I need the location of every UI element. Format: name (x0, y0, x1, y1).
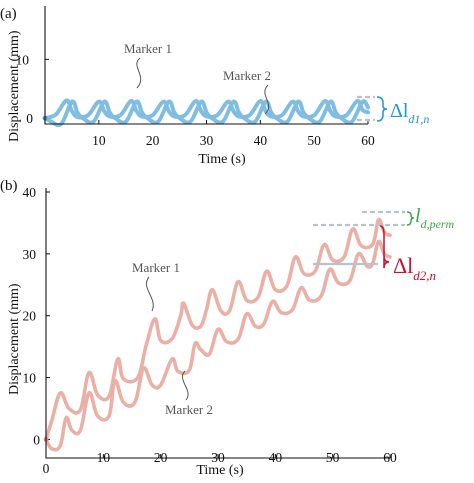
panel-b-ylabel: Displacement (mm) (7, 283, 22, 395)
panel-b-ytick-label: 20 (23, 309, 37, 324)
panel-b: (b) Displacement (mm) 010 20 30 40 50 6001020… (0, 178, 455, 478)
panel-b-marker1-leader (146, 276, 154, 312)
panel-b-ytick-label: 30 (23, 247, 37, 262)
panel-b-axes (45, 188, 390, 459)
panel-b-ytick-label: 10 (23, 371, 37, 386)
panel-b-xtick-label: 60 (383, 450, 397, 465)
panel-a-xtick-label: 10 (92, 133, 106, 148)
panel-a-ytick-label: 0 (26, 111, 33, 126)
panel-a-series-2-line (43, 99, 370, 128)
panel-b-perm-brace (406, 211, 415, 226)
panel-b-ytick-label: 40 (23, 185, 37, 200)
panel-b-ytick-label: 0 (33, 432, 40, 447)
panel-a-xlabel: Time (s) (198, 152, 246, 167)
panel-b-xlabel: Time (s) (196, 463, 244, 478)
panel-b-delta-label: Δld2,n (393, 253, 436, 283)
panel-a-marker1-leader (136, 57, 142, 89)
panel-a-xtick-label: 20 (146, 133, 160, 148)
panel-a-marker2-leader (264, 84, 270, 115)
panel-b-series-2-line (44, 239, 392, 452)
panel-a-delta-brace (376, 96, 388, 122)
panel-a-ylabel: Displacement (mm) (7, 30, 22, 142)
panel-a-xtick-label: 30 (200, 133, 214, 148)
panel-a-ytick-label: 10 (16, 52, 30, 67)
panel-a-marker1-label: Marker 1 (124, 41, 172, 56)
panel-a-marker2-label: Marker 2 (223, 68, 271, 83)
panel-b-delta-brace (379, 225, 390, 269)
panel-a-ticks: 10 20 30 40 50 60 0 10 (16, 52, 376, 148)
panel-b-marker2-label: Marker 2 (165, 402, 213, 417)
panel-a-xtick-label: 60 (361, 133, 375, 148)
panel-a-xtick-label: 50 (307, 133, 321, 148)
panel-b-series (43, 217, 392, 452)
panel-b-xtick-label: 0 (43, 461, 50, 476)
panel-b-label: (b) (0, 178, 18, 194)
panel-a: (a) Displacement (mm) 10 20 30 40 50 60 0 10 Ti… (0, 6, 429, 167)
panel-a-label: (a) (0, 6, 17, 22)
panel-a-series (42, 98, 370, 128)
panel-b-marker1-label: Marker 1 (132, 260, 180, 275)
panel-b-perm-label: ld,perm (415, 205, 455, 231)
panel-b-series-1-line (44, 217, 392, 442)
panel-a-delta-label: Δld1,n (390, 100, 429, 126)
panel-a-axes (44, 6, 368, 125)
panel-b-marker2-leader (181, 370, 189, 401)
panel-a-xtick-label: 40 (254, 133, 268, 148)
